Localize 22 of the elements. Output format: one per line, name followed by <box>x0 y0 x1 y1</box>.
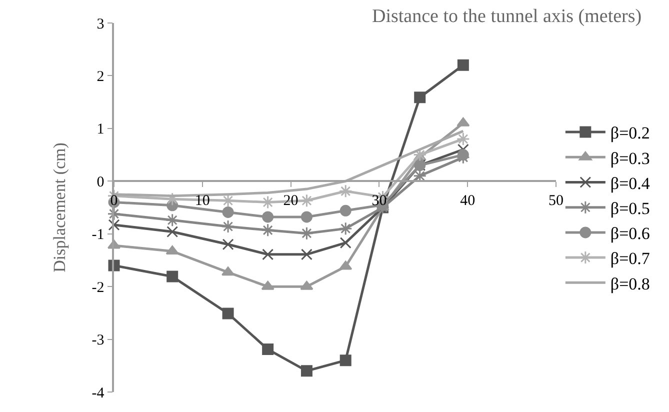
y-tick-label: -3 <box>92 332 104 349</box>
legend-label: β=0.5 <box>610 198 650 218</box>
x-tick-label: 40 <box>460 192 476 209</box>
y-tick-label: 1 <box>96 122 104 138</box>
y-tick-label: 0 <box>96 174 104 190</box>
y-axis-title: Displacement (cm) <box>50 142 69 272</box>
y-tick-label: -2 <box>92 280 104 296</box>
y-tick-label: 2 <box>96 68 104 85</box>
legend-label: β=0.2 <box>610 124 650 143</box>
y-tick-label: -1 <box>92 227 104 244</box>
y-tick-label: 3 <box>96 16 104 32</box>
x-axis-title: Distance to the tunnel axis (meters) <box>372 6 642 27</box>
y-tick-label: -4 <box>92 385 105 402</box>
x-tick-label: 0 <box>110 192 118 209</box>
x-tick-label: 20 <box>283 192 298 209</box>
legend-label: β=0.4 <box>610 174 650 193</box>
legend-label: β=0.8 <box>610 274 650 294</box>
x-tick-label: 50 <box>548 192 564 209</box>
legend-label: β=0.3 <box>610 148 650 168</box>
legend-label: β=0.6 <box>610 224 650 244</box>
x-tick-label: 10 <box>194 192 210 209</box>
legend-label: β=0.7 <box>610 249 650 268</box>
